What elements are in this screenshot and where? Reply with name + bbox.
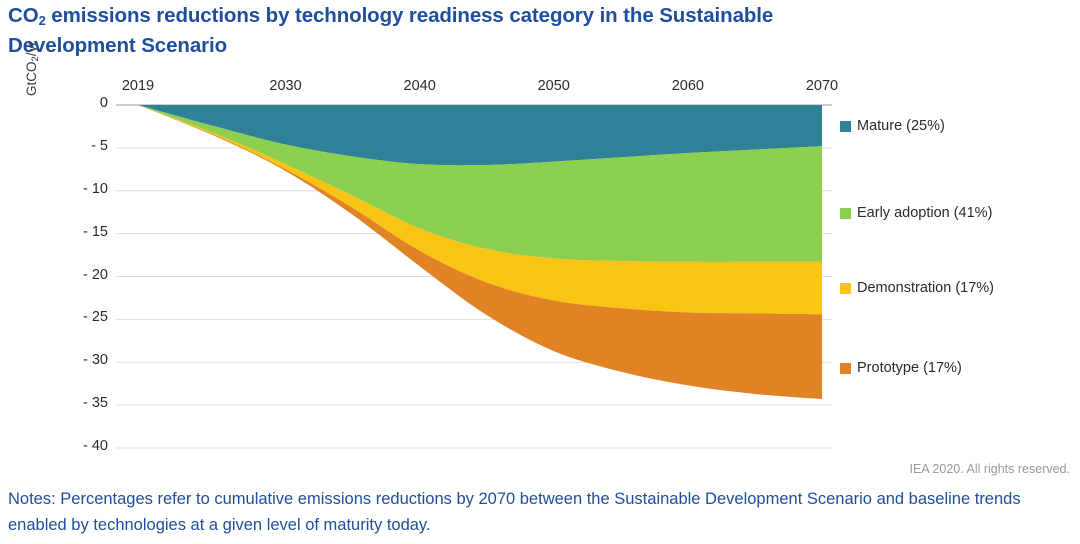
- legend-swatch-icon: [840, 120, 851, 132]
- y-axis-tick: 0: [99, 95, 108, 111]
- x-axis-tick: 2060: [671, 78, 704, 94]
- area-series-early: [138, 105, 822, 262]
- legend-item-label: Mature (25%): [857, 118, 945, 134]
- chart-plot-area: [0, 70, 1080, 460]
- title-text-part1: CO: [8, 4, 39, 27]
- y-axis-tick: - 30: [83, 352, 108, 369]
- page-title: CO2 emissions reductions by technology r…: [8, 2, 888, 60]
- legend-swatch-icon: [840, 282, 851, 294]
- x-axis-tick: 2040: [403, 78, 436, 94]
- y-axis-tick: - 15: [83, 223, 108, 240]
- x-axis-tick: 2070: [805, 78, 839, 94]
- y-axis-tick: - 20: [83, 266, 108, 283]
- legend-item[interactable]: Prototype (17%): [840, 360, 962, 376]
- title-subscript: 2: [38, 13, 46, 28]
- legend-item[interactable]: Mature (25%): [840, 118, 945, 134]
- area-series-mature: [138, 105, 822, 166]
- legend-swatch-icon: [840, 362, 851, 374]
- x-axis-tick: 2030: [269, 78, 302, 94]
- stacked-area-chart: [116, 104, 832, 449]
- legend-swatch-icon: [840, 207, 851, 219]
- legend-item[interactable]: Early adoption (41%): [840, 205, 992, 221]
- y-axis-label-sub: 2: [30, 56, 41, 62]
- y-axis-tick: - 40: [83, 438, 108, 454]
- title-text-part2: emissions reductions by technology readi…: [8, 4, 774, 57]
- y-axis-tick: - 10: [83, 180, 108, 197]
- legend-item[interactable]: Demonstration (17%): [840, 280, 994, 296]
- x-axis-tick: 2050: [537, 78, 570, 94]
- y-axis-label-post: /yr: [24, 41, 39, 57]
- area-series-prototype: [138, 105, 822, 400]
- y-axis-tick: - 25: [83, 309, 108, 326]
- y-axis-tick: - 35: [83, 395, 108, 412]
- copyright-credit: IEA 2020. All rights reserved.: [909, 462, 1070, 476]
- legend-item-label: Early adoption (41%): [857, 205, 993, 221]
- area-series-demonstration: [138, 105, 822, 315]
- x-axis-tick: 2019: [121, 78, 155, 94]
- legend-item-label: Demonstration (17%): [857, 280, 994, 296]
- chart-notes: Notes: Percentages refer to cumulative e…: [8, 490, 1021, 534]
- y-axis-tick: - 5: [91, 137, 108, 154]
- legend-item-label: Prototype (17%): [857, 360, 962, 376]
